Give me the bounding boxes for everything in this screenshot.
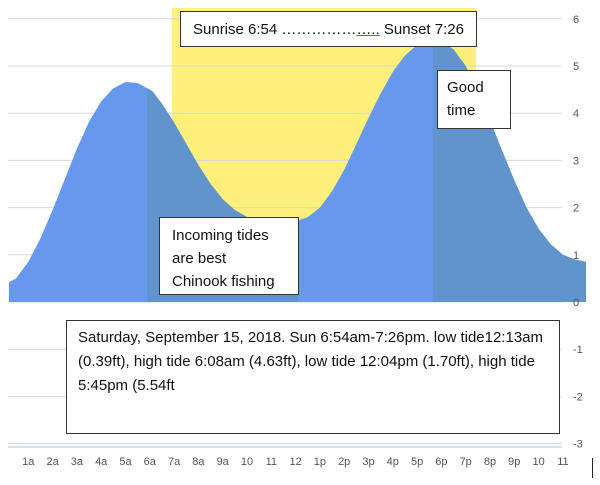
- y-tick-label: 0: [573, 297, 579, 309]
- good-time-line-1: Good: [447, 79, 484, 96]
- x-tick-label: 6a: [144, 456, 157, 468]
- x-tick-label: 2p: [338, 456, 350, 468]
- x-tick-label: 10: [241, 456, 253, 468]
- x-tick-label: 9a: [217, 456, 230, 468]
- y-tick-label: 1: [573, 250, 579, 262]
- x-tick-label: 11: [266, 456, 277, 468]
- good-time-callout: Good time: [437, 70, 511, 129]
- x-tick-label: 1a: [22, 456, 35, 468]
- y-tick-label: 5: [573, 61, 579, 73]
- y-tick-label: 4: [573, 108, 579, 120]
- x-tick-label: 12: [289, 456, 301, 468]
- x-tick-label: 2a: [46, 456, 59, 468]
- x-tick-label: 8a: [192, 456, 205, 468]
- incoming-line-2: are best: [172, 250, 227, 267]
- x-tick-label: 7p: [460, 456, 472, 468]
- x-tick-label: 9p: [508, 456, 520, 468]
- incoming-line-1: Incoming tides: [172, 227, 269, 244]
- x-tick-label: 3p: [362, 456, 374, 468]
- x-tick-label: 10: [532, 456, 544, 468]
- y-axis-labels: 6 5 4 3 2 1 0 -1 -2 -3: [573, 14, 583, 451]
- x-tick-label: 4p: [387, 456, 399, 468]
- x-tick-label: 5a: [119, 456, 132, 468]
- incoming-tides-callout: Incoming tides are best Chinook fishing: [159, 217, 299, 295]
- y-tick-label: 6: [573, 14, 579, 26]
- x-tick-label: 11: [557, 456, 568, 468]
- y-tick-label: -3: [573, 439, 583, 451]
- x-tick-label: 3a: [71, 456, 84, 468]
- sunset-text: Sunset 7:26: [379, 21, 464, 38]
- y-tick-label: -2: [573, 391, 583, 403]
- y-tick-label: -1: [573, 344, 583, 356]
- x-tick-label: 7a: [168, 456, 181, 468]
- x-tick-label: 8p: [484, 456, 496, 468]
- tide-summary-text: Saturday, September 15, 2018. Sun 6:54am…: [78, 329, 544, 394]
- x-tick-label: 5p: [411, 456, 423, 468]
- sunrise-text: Sunrise 6:54 ……………: [193, 21, 357, 38]
- y-tick-label: 2: [573, 203, 579, 215]
- sun-times-callout: Sunrise 6:54 ……………….. Sunset 7:26: [180, 11, 477, 47]
- tide-summary-callout: Saturday, September 15, 2018. Sun 6:54am…: [66, 320, 560, 434]
- good-time-line-2: time: [447, 102, 476, 119]
- x-tick-label: 4a: [95, 456, 108, 468]
- y-tick-label: 3: [573, 155, 579, 167]
- x-tick-label: 6p: [435, 456, 447, 468]
- text-cursor: [592, 458, 593, 478]
- sun-underlined-dots: …..: [356, 21, 380, 38]
- x-tick-label: 1p: [314, 456, 326, 468]
- x-axis-labels: 1a 2a 3a 4a 5a 6a 7a 8a 9a 10 11 12 1p 2p 3p 4p 5p 6p 7p 8p…: [22, 456, 568, 468]
- incoming-line-3: Chinook fishing: [172, 273, 275, 290]
